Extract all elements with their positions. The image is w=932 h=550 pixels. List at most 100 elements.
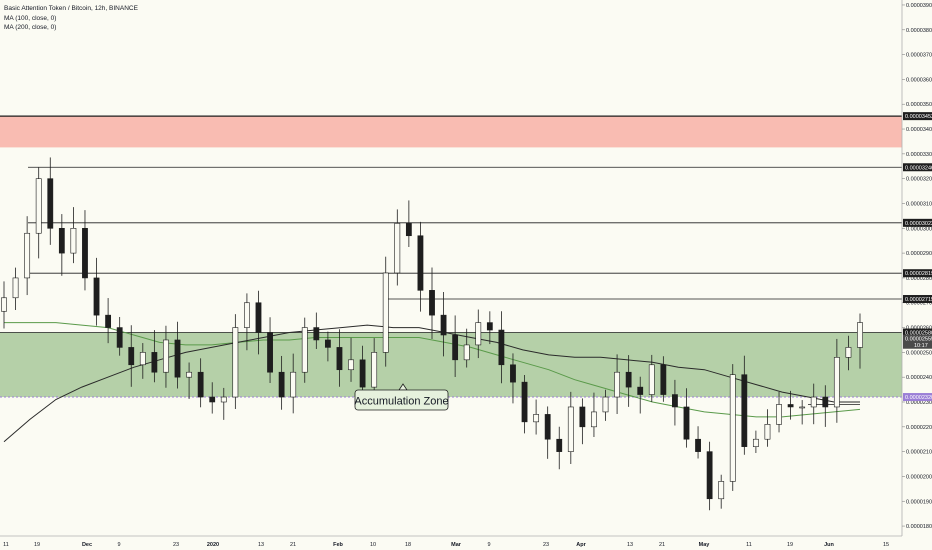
candle bbox=[591, 392, 597, 437]
candle-body bbox=[128, 347, 135, 366]
candle-body bbox=[695, 438, 701, 452]
price-label: 0.00003022 bbox=[905, 221, 932, 227]
candle-body bbox=[741, 374, 748, 447]
candle bbox=[116, 316, 123, 356]
candle-body bbox=[683, 406, 690, 440]
candle-body bbox=[186, 371, 192, 378]
candle-body bbox=[452, 334, 459, 361]
x-tick-label: Dec bbox=[82, 542, 92, 548]
x-tick-label: 23 bbox=[543, 542, 549, 548]
candle-body bbox=[290, 371, 297, 398]
candle bbox=[741, 355, 748, 455]
candle bbox=[128, 325, 135, 387]
candle-body bbox=[648, 364, 655, 395]
candle bbox=[405, 200, 412, 248]
candle bbox=[776, 391, 782, 433]
x-tick-label: Feb bbox=[333, 542, 343, 548]
candle bbox=[255, 290, 262, 355]
x-tick-label: 21 bbox=[290, 542, 296, 548]
candle-body bbox=[845, 347, 852, 358]
candle-body bbox=[706, 451, 713, 500]
symbol-title[interactable]: Basic Attention Token / Bitcoin, 12h, BI… bbox=[4, 5, 138, 12]
candle-body bbox=[729, 374, 736, 482]
time-axis[interactable]: 11 19 Dec 9 23 2020 13 21 Feb 10 18 Mar 9 23 Apr 13 21 Ma… bbox=[0, 535, 932, 550]
ma200-legend[interactable]: MA (200, close, 0) bbox=[4, 24, 57, 31]
candle-body bbox=[12, 277, 19, 299]
candle bbox=[544, 406, 551, 459]
candle bbox=[810, 383, 817, 425]
ma100-legend[interactable]: MA (100, close, 0) bbox=[4, 14, 57, 22]
x-tick-label: 19 bbox=[787, 542, 793, 548]
x-tick-label: 9 bbox=[487, 542, 490, 548]
candle bbox=[706, 441, 713, 511]
candle-body bbox=[70, 227, 77, 254]
candle bbox=[440, 292, 447, 357]
candle-body bbox=[533, 414, 540, 423]
candle-body bbox=[567, 406, 574, 452]
accumulation-zone-label: Accumulation Zone bbox=[354, 396, 448, 408]
x-tick-label: 23 bbox=[173, 542, 179, 548]
candle bbox=[614, 354, 620, 414]
x-tick-label: May bbox=[699, 542, 711, 548]
price-label: 0.00003246 bbox=[905, 165, 932, 171]
candle-body bbox=[58, 227, 65, 254]
ma100-line bbox=[4, 322, 861, 418]
candle bbox=[209, 382, 216, 414]
candle-body bbox=[521, 381, 528, 423]
candle-body bbox=[405, 223, 412, 237]
price-label: 0.00002320 bbox=[905, 395, 932, 401]
x-tick-label: 21 bbox=[659, 542, 665, 548]
candle-body bbox=[359, 359, 366, 388]
candle bbox=[290, 353, 297, 414]
candle bbox=[533, 399, 540, 435]
candle bbox=[429, 267, 435, 339]
x-tick-label: 11 bbox=[746, 542, 752, 548]
candle-body bbox=[486, 322, 493, 331]
candle bbox=[220, 387, 227, 420]
candle-body bbox=[799, 406, 806, 409]
candle-body bbox=[475, 322, 482, 346]
candle-body bbox=[313, 327, 320, 341]
chart-legend: Basic Attention Token / Bitcoin, 12h, BI… bbox=[4, 4, 138, 33]
candle bbox=[197, 358, 204, 408]
candle bbox=[139, 343, 146, 379]
x-tick-label: 19 bbox=[34, 542, 40, 548]
candle bbox=[602, 389, 609, 421]
candle bbox=[521, 374, 528, 434]
candle-body bbox=[116, 327, 123, 348]
candle-body bbox=[463, 344, 470, 361]
price-label: 0.00003452 bbox=[905, 114, 932, 120]
price-label-box bbox=[903, 269, 932, 278]
candle-body bbox=[93, 277, 100, 316]
candle-body bbox=[105, 314, 112, 328]
candle bbox=[47, 157, 54, 245]
candle bbox=[510, 353, 516, 404]
candle-body bbox=[324, 339, 331, 348]
candle bbox=[672, 379, 678, 426]
x-tick-label: Apr bbox=[576, 542, 586, 548]
price-label-box bbox=[903, 112, 932, 121]
candle bbox=[82, 210, 88, 291]
candle bbox=[833, 338, 840, 423]
candle-body bbox=[1, 297, 7, 312]
candle bbox=[382, 256, 389, 367]
candle-body bbox=[371, 352, 378, 388]
candle-body bbox=[174, 339, 181, 378]
candle-body bbox=[232, 327, 239, 398]
candle bbox=[857, 313, 863, 369]
price-label-box bbox=[903, 393, 932, 402]
